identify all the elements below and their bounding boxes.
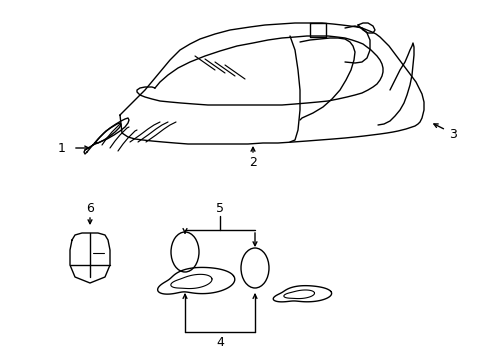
Text: 2: 2 — [248, 156, 256, 168]
Text: 5: 5 — [216, 202, 224, 215]
Text: 4: 4 — [216, 337, 224, 350]
Text: 1: 1 — [58, 141, 66, 154]
Text: 3: 3 — [448, 129, 456, 141]
Text: 6: 6 — [86, 202, 94, 215]
